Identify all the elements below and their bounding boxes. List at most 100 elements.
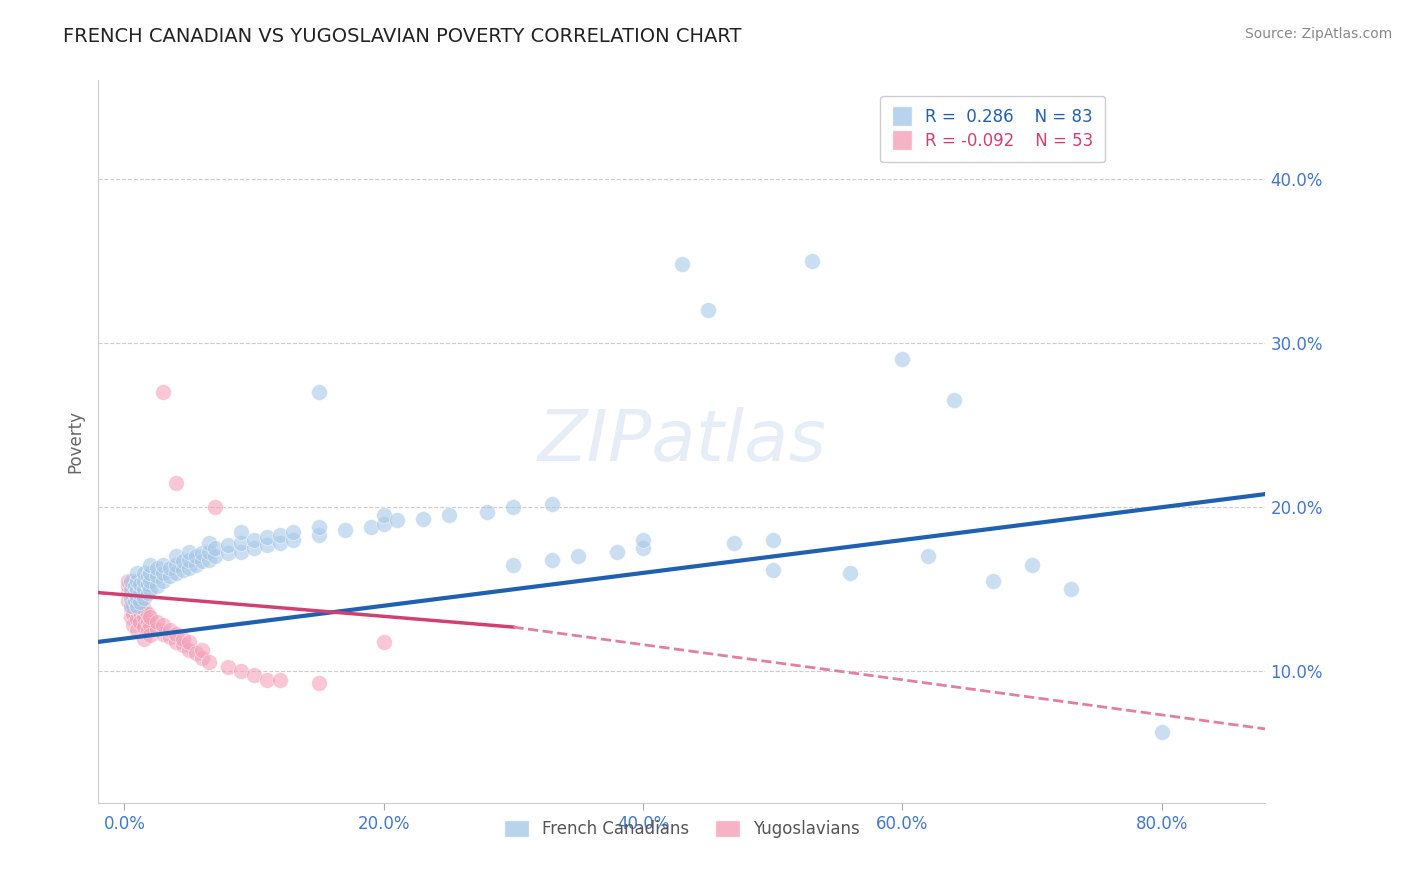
Point bbox=[117, 579, 139, 593]
Point bbox=[191, 554, 214, 568]
Point bbox=[204, 541, 226, 556]
Point bbox=[477, 505, 499, 519]
Point bbox=[696, 303, 718, 318]
Point bbox=[204, 549, 226, 564]
Point bbox=[360, 520, 382, 534]
Point bbox=[122, 599, 145, 613]
Point bbox=[191, 651, 214, 665]
Point bbox=[179, 544, 201, 558]
Point bbox=[146, 561, 169, 575]
Point bbox=[132, 566, 155, 580]
Point bbox=[243, 541, 266, 556]
Point bbox=[762, 533, 785, 547]
Point bbox=[172, 632, 194, 646]
Point bbox=[136, 585, 159, 599]
Point bbox=[373, 508, 395, 523]
Point bbox=[256, 538, 278, 552]
Point bbox=[437, 508, 460, 523]
Point bbox=[165, 635, 187, 649]
Point bbox=[120, 585, 142, 599]
Point bbox=[117, 574, 139, 588]
Point bbox=[243, 667, 266, 681]
Point bbox=[172, 638, 194, 652]
Point bbox=[117, 594, 139, 608]
Point bbox=[165, 549, 187, 564]
Point bbox=[308, 385, 330, 400]
Point bbox=[502, 500, 524, 515]
Point bbox=[308, 676, 330, 690]
Point bbox=[373, 635, 395, 649]
Point bbox=[172, 563, 194, 577]
Point bbox=[129, 615, 152, 630]
Point bbox=[152, 574, 174, 588]
Point bbox=[159, 569, 181, 583]
Point bbox=[139, 618, 162, 632]
Point bbox=[373, 516, 395, 531]
Point bbox=[606, 544, 628, 558]
Point bbox=[159, 561, 181, 575]
Point bbox=[136, 569, 159, 583]
Point bbox=[129, 595, 152, 609]
Point bbox=[165, 475, 187, 490]
Point bbox=[139, 574, 162, 588]
Text: FRENCH CANADIAN VS YUGOSLAVIAN POVERTY CORRELATION CHART: FRENCH CANADIAN VS YUGOSLAVIAN POVERTY C… bbox=[63, 27, 742, 45]
Point bbox=[541, 497, 564, 511]
Point bbox=[152, 558, 174, 572]
Point bbox=[217, 546, 239, 560]
Point bbox=[1150, 725, 1173, 739]
Point bbox=[197, 544, 219, 558]
Point bbox=[943, 393, 966, 408]
Point bbox=[132, 591, 155, 605]
Point bbox=[671, 257, 693, 271]
Point bbox=[120, 610, 142, 624]
Point bbox=[124, 579, 146, 593]
Point bbox=[129, 577, 152, 591]
Point bbox=[839, 566, 862, 580]
Point bbox=[127, 602, 149, 616]
Point bbox=[120, 594, 142, 608]
Point bbox=[1060, 582, 1083, 597]
Point bbox=[631, 533, 654, 547]
Point bbox=[127, 594, 149, 608]
Point bbox=[229, 536, 252, 550]
Legend: French Canadians, Yugoslavians: French Canadians, Yugoslavians bbox=[498, 814, 866, 845]
Point bbox=[165, 566, 187, 580]
Point bbox=[139, 628, 162, 642]
Point bbox=[184, 549, 207, 564]
Point bbox=[165, 558, 187, 572]
Point bbox=[981, 574, 1004, 588]
Point bbox=[762, 563, 785, 577]
Point bbox=[132, 620, 155, 634]
Point bbox=[256, 530, 278, 544]
Point bbox=[124, 585, 146, 599]
Point bbox=[152, 385, 174, 400]
Point bbox=[333, 523, 356, 537]
Point bbox=[243, 533, 266, 547]
Point bbox=[179, 635, 201, 649]
Point bbox=[122, 591, 145, 605]
Point bbox=[146, 615, 169, 630]
Point bbox=[120, 574, 142, 588]
Point bbox=[184, 558, 207, 572]
Point bbox=[146, 622, 169, 636]
Point bbox=[256, 673, 278, 687]
Point bbox=[891, 352, 914, 367]
Point bbox=[631, 541, 654, 556]
Text: Source: ZipAtlas.com: Source: ZipAtlas.com bbox=[1244, 27, 1392, 41]
Point bbox=[159, 624, 181, 638]
Point bbox=[723, 536, 745, 550]
Point bbox=[217, 538, 239, 552]
Point bbox=[281, 533, 304, 547]
Point bbox=[127, 566, 149, 580]
Point bbox=[269, 528, 291, 542]
Point bbox=[132, 610, 155, 624]
Point bbox=[124, 594, 146, 608]
Point bbox=[165, 626, 187, 640]
Point bbox=[308, 520, 330, 534]
Point bbox=[132, 582, 155, 597]
Point bbox=[139, 610, 162, 624]
Point bbox=[129, 585, 152, 599]
Point bbox=[191, 546, 214, 560]
Point bbox=[191, 643, 214, 657]
Point bbox=[132, 632, 155, 646]
